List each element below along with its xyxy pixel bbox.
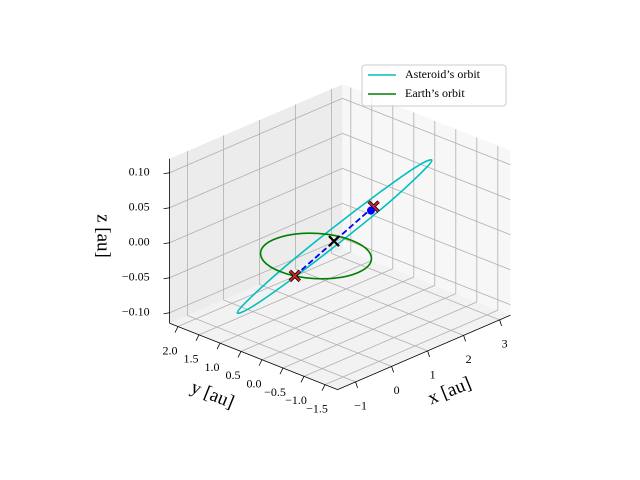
dot (366, 206, 375, 215)
point-marker (288, 269, 302, 283)
grid-line (169, 202, 343, 279)
tick-mark (174, 326, 179, 333)
legend-box (361, 64, 507, 107)
tick-mark (163, 207, 170, 210)
tick-mark (391, 366, 394, 373)
tick-mark (258, 359, 263, 366)
y-tick-label: 2.0 (163, 343, 178, 357)
tick-mark (216, 342, 221, 350)
z-tick-label: 0.10 (129, 164, 150, 178)
z-tick-label: 0.05 (129, 199, 150, 213)
side-pane (342, 84, 511, 316)
x-tick-label: −1 (354, 399, 367, 413)
z-tick-label: −0.05 (122, 269, 150, 283)
y-tick-label: 1.5 (184, 352, 199, 366)
grid-line (282, 293, 456, 369)
y-tick-label: 0.5 (226, 368, 241, 382)
plot-area (236, 159, 433, 315)
tick-mark (321, 384, 326, 391)
grid-line (303, 301, 477, 377)
x-tick-label: 1 (430, 368, 436, 382)
grid-line (187, 315, 356, 383)
orbit-line (259, 232, 373, 280)
y-axis-title: y [au] (188, 377, 237, 413)
grid-line (169, 132, 343, 209)
tick-mark (237, 351, 242, 358)
grid-line (169, 167, 343, 244)
grid-line (324, 309, 498, 386)
tick-mark (499, 319, 502, 327)
tick-mark (355, 381, 358, 389)
tick-mark (195, 334, 200, 342)
tick-mark (163, 312, 170, 315)
x-axis-line (337, 314, 511, 390)
orbit-line (236, 159, 433, 315)
grid-line (219, 268, 393, 344)
tick-mark (163, 277, 170, 280)
grid-line (198, 260, 372, 336)
x-tick-label: 0 (394, 383, 400, 397)
cross-stroke (289, 270, 301, 282)
grid-line (223, 299, 392, 367)
grid-line (342, 237, 511, 306)
tick-mark (163, 242, 170, 245)
legend-label: Earth’s orbit (405, 86, 465, 100)
back-pane (169, 84, 343, 324)
grid-line (169, 237, 343, 314)
cross-stroke (328, 235, 340, 247)
z-tick-label: 0.00 (129, 234, 150, 248)
y-tick-label: 0.0 (247, 377, 262, 391)
point-marker (366, 206, 375, 215)
x-tick-label: 3 (502, 337, 508, 351)
panes: −1 0 1 2 3 −1.5−1.0−0.50.0 0.5 1.0 1.5 2.0 −0.10 −0… (122, 84, 511, 415)
floor-pane (169, 248, 511, 390)
tick-mark (300, 376, 305, 383)
z-axis-title: z [au] (93, 214, 114, 258)
grid-line (342, 167, 511, 236)
tick-mark (463, 335, 466, 342)
grid-line (331, 253, 500, 321)
grid-line (240, 276, 414, 352)
grid-line (169, 97, 343, 174)
grid-line (261, 284, 435, 361)
tick-mark (427, 350, 430, 358)
point-marker (328, 235, 340, 247)
y-tick-label: −1.5 (306, 401, 328, 415)
y-axis-line (169, 322, 338, 391)
grid-line (177, 251, 351, 327)
grid-line (342, 97, 511, 166)
z-tick-label: −0.10 (122, 304, 150, 318)
y-tick-label: −1.0 (285, 393, 307, 407)
tick-mark (163, 172, 170, 175)
legend-label: Asteroid’s orbit (405, 67, 481, 81)
grid-line (259, 284, 428, 352)
y-tick-label: −0.5 (264, 385, 286, 399)
y-tick-label: 1.0 (205, 360, 220, 374)
tick-mark (279, 367, 284, 375)
grid-line (295, 268, 464, 336)
x-tick-label: 2 (466, 352, 472, 366)
legend: Asteroid’s orbit Earth’s orbit (361, 64, 507, 107)
